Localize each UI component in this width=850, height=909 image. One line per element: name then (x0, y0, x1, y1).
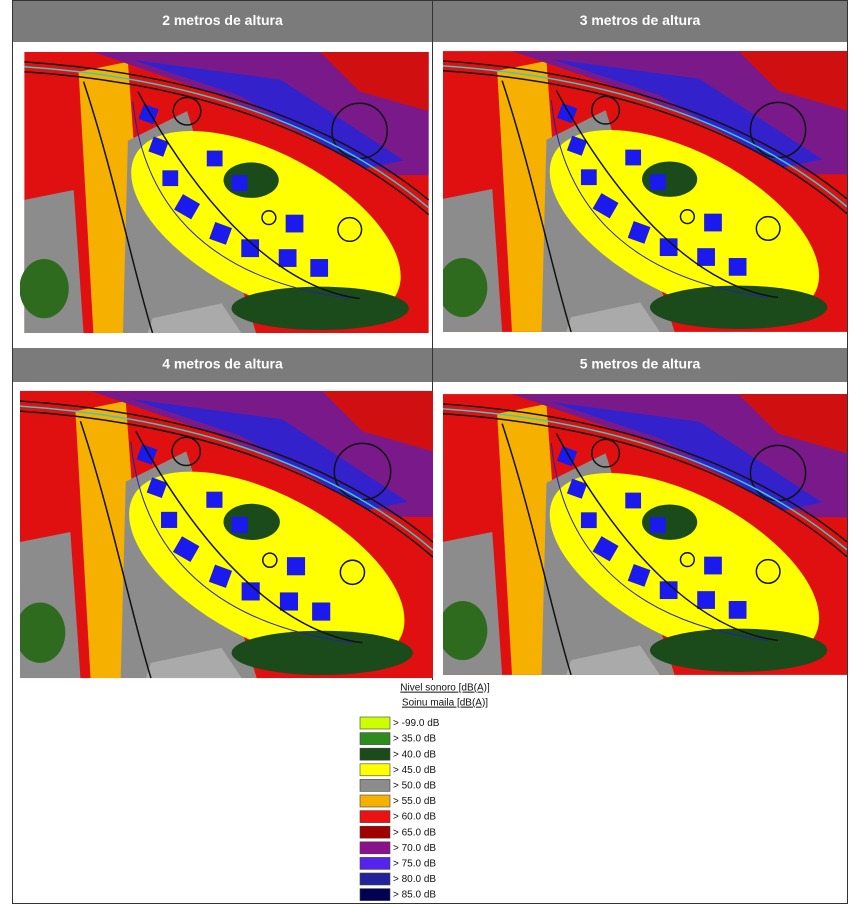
legend-label: > 50.0 dB (393, 781, 436, 792)
legend-label: > 75.0 dB (393, 859, 436, 870)
legend-swatch (360, 873, 390, 885)
legend-label: > 60.0 dB (393, 812, 436, 823)
legend-swatch (360, 764, 390, 776)
panel-title: 2 metros de altura (162, 12, 283, 28)
legend-swatch (360, 733, 390, 745)
legend-label: > 80.0 dB (393, 874, 436, 885)
legend-swatch (360, 795, 390, 807)
noise-map (438, 394, 848, 698)
noise-map (19, 52, 429, 357)
noise-map (15, 391, 434, 702)
legend-label: > 70.0 dB (393, 843, 436, 854)
panel-title: 4 metros de altura (162, 356, 283, 372)
legend-subtitle: Soinu maila [dB(A)] (402, 698, 488, 709)
legend-swatch (360, 811, 390, 823)
legend-label: > 85.0 dB (393, 890, 436, 901)
legend-swatch (360, 717, 390, 729)
panel-title: 5 metros de altura (580, 356, 701, 372)
legend-swatch (360, 842, 390, 854)
legend-label: > 45.0 dB (393, 765, 436, 776)
legend-label: > 65.0 dB (393, 827, 436, 838)
legend-swatch (360, 889, 390, 901)
legend-swatch (360, 748, 390, 760)
legend-label: > 35.0 dB (393, 734, 436, 745)
panel-title: 3 metros de altura (580, 12, 701, 28)
legend-label: > -99.0 dB (393, 718, 440, 729)
legend-swatch (360, 779, 390, 791)
legend-swatch (360, 826, 390, 838)
figure: 2 metros de altura 3 metros de altura 4 me… (0, 0, 850, 904)
noise-map (438, 51, 848, 355)
legend-swatch (360, 857, 390, 869)
legend-label: > 40.0 dB (393, 749, 436, 760)
legend-label: > 55.0 dB (393, 796, 436, 807)
legend-title: Nivel sonoro [dB(A)] (400, 683, 490, 694)
